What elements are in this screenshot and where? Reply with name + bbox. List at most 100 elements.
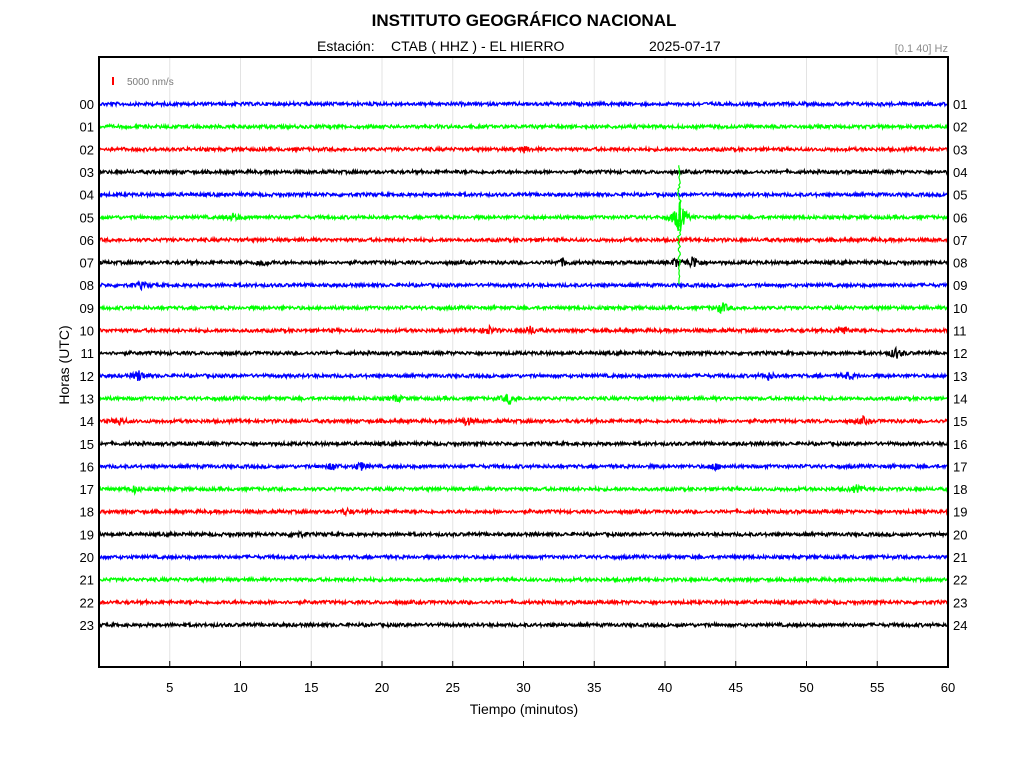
hour-label-left: 01 — [80, 120, 94, 135]
hour-label-right: 23 — [953, 595, 967, 610]
hour-label-left: 14 — [80, 414, 94, 429]
hour-label-left: 10 — [80, 324, 94, 339]
hour-label-left: 03 — [80, 165, 94, 180]
x-tick-label: 55 — [870, 680, 884, 695]
trace-hour-06 — [98, 235, 949, 245]
trace-hour-14 — [98, 415, 949, 427]
hour-label-right: 22 — [953, 573, 967, 588]
trace-hour-07 — [98, 256, 949, 269]
trace-hour-03 — [98, 167, 949, 177]
hour-label-right: 14 — [953, 391, 967, 406]
trace-hour-16 — [98, 461, 949, 472]
hour-label-left: 16 — [80, 459, 94, 474]
hour-label-right: 20 — [953, 527, 967, 542]
hour-label-left: 20 — [80, 550, 94, 565]
x-tick-label: 25 — [446, 680, 460, 695]
hour-label-left: 05 — [80, 210, 94, 225]
trace-hour-08 — [98, 279, 949, 292]
x-tick-label: 30 — [516, 680, 530, 695]
trace-hour-10 — [98, 323, 949, 336]
hour-label-right: 01 — [953, 97, 967, 112]
hour-label-left: 04 — [80, 188, 94, 203]
hour-label-right: 16 — [953, 437, 967, 452]
left-hour-labels: 00 01 02 03 04 05 06 07 08 09 10 11 12 13 14 15 16 17 18 19… — [80, 97, 94, 633]
x-tick-label: 60 — [941, 680, 955, 695]
filter-band: [0.1 40] Hz — [895, 43, 948, 55]
hour-label-left: 09 — [80, 301, 94, 316]
hour-label-left: 17 — [80, 482, 94, 497]
hour-label-right: 17 — [953, 459, 967, 474]
right-hour-labels: 01 02 03 04 05 06 07 08 09 10 11 12 13 14 15 16 17 18 19 20… — [953, 97, 967, 633]
hour-label-left: 02 — [80, 142, 94, 157]
hour-label-left: 13 — [80, 391, 94, 406]
hour-label-left: 12 — [80, 369, 94, 384]
hour-label-right: 24 — [953, 618, 967, 633]
hour-label-right: 08 — [953, 256, 967, 271]
trace-hour-13 — [98, 393, 949, 405]
trace-hour-11 — [98, 345, 949, 359]
hour-label-left: 06 — [80, 233, 94, 248]
x-tick-label: 5 — [166, 680, 173, 695]
scale-bar-label: 5000 nm/s — [127, 77, 174, 88]
hour-label-right: 19 — [953, 505, 967, 520]
trace-hour-00 — [98, 99, 949, 109]
hour-label-left: 22 — [80, 595, 94, 610]
hour-label-left: 00 — [80, 97, 94, 112]
seismic-traces — [98, 99, 949, 630]
hour-label-right: 11 — [953, 324, 967, 339]
x-axis-ticks: 5 10 15 20 25 30 35 40 45 50 55 60 — [166, 661, 955, 695]
x-tick-label: 40 — [658, 680, 672, 695]
plot-area — [98, 56, 949, 668]
trace-hour-04 — [98, 190, 949, 200]
x-tick-label: 10 — [233, 680, 247, 695]
hour-label-left: 23 — [80, 618, 94, 633]
hour-label-left: 15 — [80, 437, 94, 452]
hour-label-left: 19 — [80, 527, 94, 542]
hour-label-right: 12 — [953, 346, 967, 361]
trace-hour-23 — [98, 620, 949, 630]
hour-label-left: 18 — [80, 505, 94, 520]
trace-hour-12 — [98, 370, 949, 382]
hour-label-right: 04 — [953, 165, 967, 180]
hour-label-left: 07 — [80, 256, 94, 271]
trace-hour-19 — [98, 529, 949, 540]
event-spike — [676, 165, 683, 285]
trace-hour-17 — [98, 483, 949, 496]
date-label: 2025-07-17 — [649, 38, 721, 54]
trace-hour-20 — [98, 552, 949, 562]
x-tick-label: 15 — [304, 680, 318, 695]
hour-label-right: 06 — [953, 210, 967, 225]
x-tick-label: 20 — [375, 680, 389, 695]
trace-hour-22 — [98, 597, 949, 607]
hour-label-right: 18 — [953, 482, 967, 497]
x-tick-label: 50 — [799, 680, 813, 695]
x-tick-label: 45 — [729, 680, 743, 695]
hour-label-right: 03 — [953, 142, 967, 157]
hour-label-right: 09 — [953, 278, 967, 293]
hour-label-left: 08 — [80, 278, 94, 293]
hour-label-right: 02 — [953, 120, 967, 135]
x-axis-label: Tiempo (minutos) — [470, 701, 578, 717]
hour-label-right: 07 — [953, 233, 967, 248]
chart-title: INSTITUTO GEOGRÁFICO NACIONAL — [372, 11, 677, 30]
trace-hour-21 — [98, 575, 949, 585]
y-axis-label: Horas (UTC) — [56, 325, 72, 404]
station-name: CTAB ( HHZ ) - EL HIERRO — [391, 38, 565, 54]
trace-hour-18 — [98, 506, 949, 518]
hour-label-right: 15 — [953, 414, 967, 429]
hour-label-right: 05 — [953, 188, 967, 203]
trace-hour-09 — [98, 302, 949, 315]
hour-label-right: 21 — [953, 550, 967, 565]
hour-label-left: 11 — [81, 346, 95, 361]
scale-bar-mark — [112, 77, 114, 85]
gridlines — [169, 57, 878, 667]
hour-label-right: 10 — [953, 301, 967, 316]
station-label: Estación: — [317, 38, 375, 54]
trace-hour-02 — [98, 144, 949, 154]
x-tick-label: 35 — [587, 680, 601, 695]
trace-hour-05 — [98, 199, 949, 231]
scale-bar: 5000 nm/s — [112, 77, 174, 88]
hour-label-left: 21 — [80, 573, 94, 588]
trace-hour-01 — [98, 122, 949, 132]
